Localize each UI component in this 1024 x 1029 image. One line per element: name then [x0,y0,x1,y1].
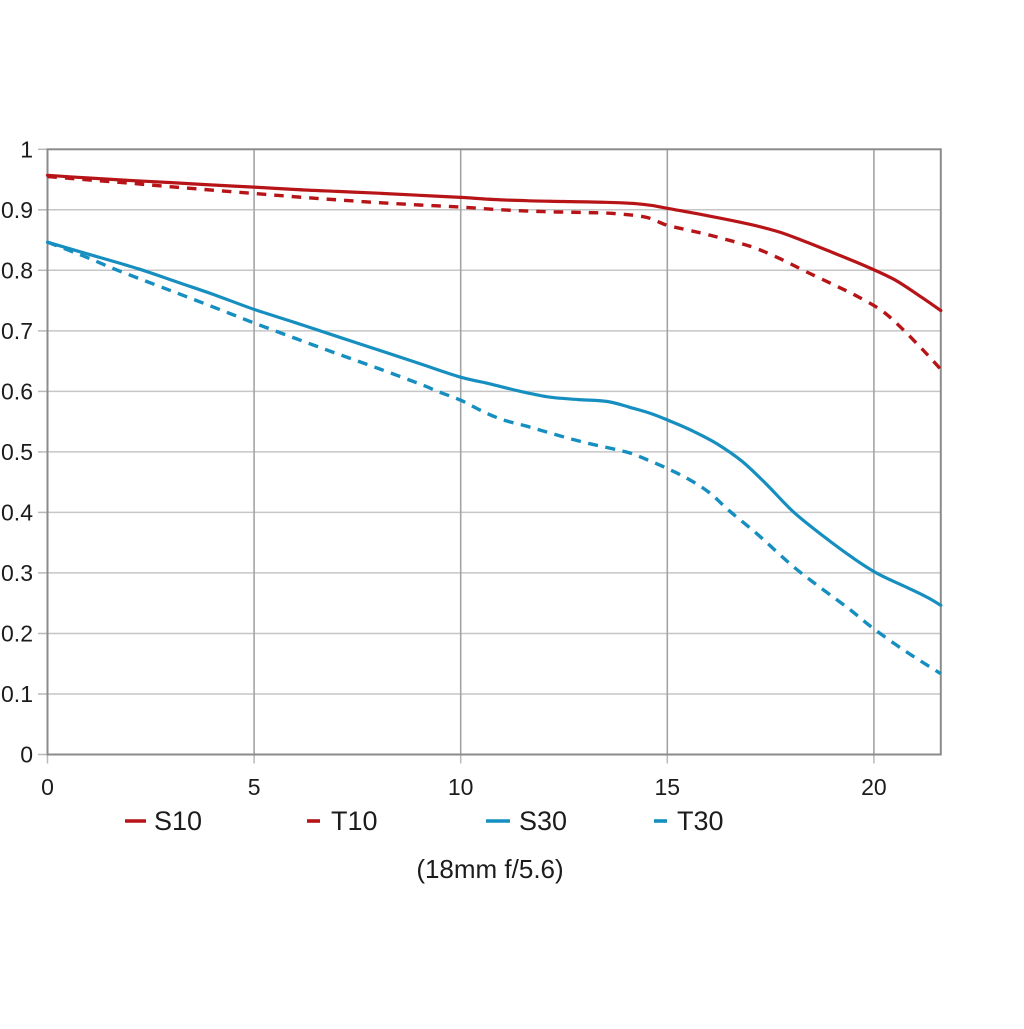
svg-text:0.7: 0.7 [1,318,33,344]
svg-text:10: 10 [448,774,474,800]
svg-text:0.8: 0.8 [1,257,33,283]
svg-text:S10: S10 [154,806,202,836]
svg-text:T10: T10 [331,806,378,836]
svg-text:0.3: 0.3 [1,560,33,586]
svg-text:0: 0 [20,742,33,768]
svg-text:0.5: 0.5 [1,439,33,465]
svg-text:20: 20 [861,774,887,800]
svg-text:5: 5 [248,774,261,800]
svg-text:0.6: 0.6 [1,378,33,404]
svg-text:1: 1 [20,136,33,162]
svg-text:0.2: 0.2 [1,621,33,647]
svg-text:0.9: 0.9 [1,197,33,223]
svg-text:0.1: 0.1 [1,681,33,707]
svg-text:0: 0 [41,774,54,800]
svg-text:T30: T30 [677,806,724,836]
svg-text:S30: S30 [519,806,567,836]
svg-text:(18mm f/5.6): (18mm f/5.6) [416,854,563,884]
svg-text:15: 15 [655,774,681,800]
svg-text:0.4: 0.4 [1,499,33,525]
